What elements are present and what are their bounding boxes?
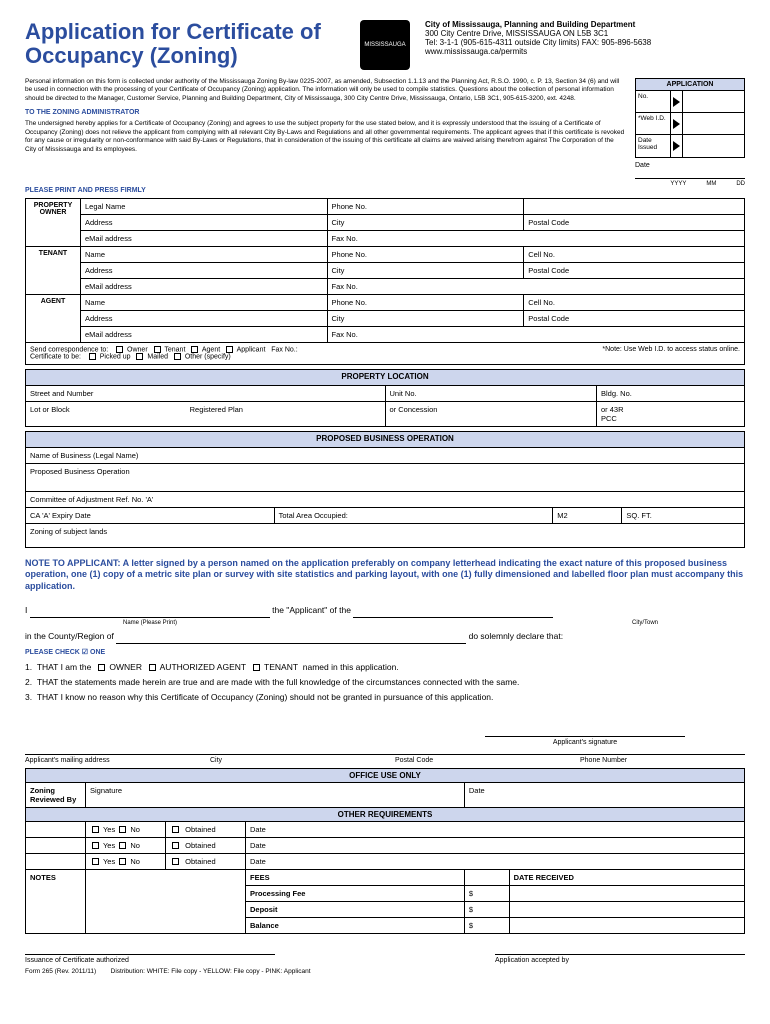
tenant-address-field[interactable]: Address: [81, 263, 328, 279]
tenant-cell-field[interactable]: Cell No.: [524, 247, 745, 263]
note-to-applicant: NOTE TO APPLICANT: A letter signed by a …: [25, 558, 745, 593]
page-title: Application for Certificate of Occupancy…: [25, 20, 345, 68]
declaration-block: I the "Applicant" of the Name (Please Pr…: [25, 603, 745, 706]
tenant-phone-field[interactable]: Phone No.: [327, 247, 524, 263]
deposit-field[interactable]: $: [464, 901, 509, 917]
city-logo: MISSISSAUGA: [360, 20, 410, 70]
deposit-date[interactable]: [509, 901, 744, 917]
date-label: Date: [635, 162, 745, 169]
business-table: PROPOSED BUSINESS OPERATION Name of Busi…: [25, 431, 745, 548]
print-instruction: PLEASE PRINT AND PRESS FIRMLY: [25, 187, 745, 194]
name-input[interactable]: [30, 608, 270, 618]
date-issued-label: Date Issued: [636, 135, 671, 157]
proc-fee-date[interactable]: [509, 885, 744, 901]
req-field-1[interactable]: [26, 821, 86, 837]
header: Application for Certificate of Occupancy…: [25, 20, 745, 70]
agent-name-field[interactable]: Name: [81, 295, 328, 311]
tenant-name-field[interactable]: Name: [81, 247, 328, 263]
agent-fax-field[interactable]: Fax No.: [327, 327, 744, 343]
tenant-postal-field[interactable]: Postal Code: [524, 263, 745, 279]
notes-area[interactable]: [86, 869, 246, 933]
proc-fee-field[interactable]: $: [464, 885, 509, 901]
req-date-1[interactable]: Date: [246, 821, 745, 837]
zoning-sig-field[interactable]: Signature: [86, 782, 465, 807]
tenant-checkbox[interactable]: [253, 664, 260, 671]
to-admin-text: The undersigned hereby applies for a Cer…: [25, 120, 625, 154]
web-id-field[interactable]: [683, 113, 744, 134]
tenant-city-field[interactable]: City: [327, 263, 524, 279]
business-name-field[interactable]: Name of Business (Legal Name): [26, 447, 745, 463]
owner-city-field[interactable]: City: [327, 215, 524, 231]
arrow-icon: [673, 141, 680, 151]
dept-address: City of Mississauga, Planning and Buildi…: [425, 20, 745, 56]
43r-field[interactable]: or 43RPCC: [596, 401, 744, 426]
signature-line[interactable]: Applicant's signature: [485, 736, 685, 746]
notes-field[interactable]: NOTES: [26, 869, 86, 933]
total-area-label: Total Area Occupied:: [274, 507, 553, 523]
mailing-row: Applicant's mailing address City Postal …: [25, 754, 745, 764]
owner-postal-field[interactable]: Postal Code: [524, 215, 745, 231]
arrow-icon: [673, 119, 680, 129]
unit-field[interactable]: Unit No.: [385, 385, 596, 401]
owner-fax-field[interactable]: Fax No.: [327, 231, 744, 247]
agent-cell-field[interactable]: Cell No.: [524, 295, 745, 311]
agent-email-field[interactable]: eMail address: [81, 327, 328, 343]
agent-city-field[interactable]: City: [327, 311, 524, 327]
owner-phone-field[interactable]: Phone No.: [327, 199, 524, 215]
bldg-field[interactable]: Bldg. No.: [596, 385, 744, 401]
sqft-field[interactable]: SQ. FT.: [622, 507, 745, 523]
balance-date[interactable]: [509, 917, 744, 933]
date-issued-field[interactable]: [683, 135, 744, 157]
application-box: APPLICATION No. *Web I.D. Date Issued: [635, 78, 745, 158]
property-location-table: PROPERTY LOCATION Street and NumberUnit …: [25, 369, 745, 427]
balance-field[interactable]: $: [464, 917, 509, 933]
agent-postal-field[interactable]: Postal Code: [524, 311, 745, 327]
application-header: APPLICATION: [636, 79, 744, 91]
m2-field[interactable]: M2: [553, 507, 622, 523]
owner-checkbox[interactable]: [98, 664, 105, 671]
correspondence-row[interactable]: Send correspondence to: Owner Tenant Age…: [26, 343, 745, 365]
county-input[interactable]: [116, 634, 466, 644]
mailing-city-field[interactable]: City: [210, 757, 375, 764]
office-use-table: OFFICE USE ONLY Zoning Reviewed BySignat…: [25, 768, 745, 934]
web-id-label: *Web I.D.: [636, 113, 671, 134]
agent-address-field[interactable]: Address: [81, 311, 328, 327]
req-field-2[interactable]: [26, 837, 86, 853]
tenant-fax-field[interactable]: Fax No.: [327, 279, 744, 295]
lot-field[interactable]: Lot or BlockRegistered Plan: [26, 401, 386, 426]
bottom-sig-row: Issuance of Certificate authorized Appli…: [25, 954, 745, 964]
concession-field[interactable]: or Concession: [385, 401, 596, 426]
contacts-table: PROPERTY OWNER Legal NamePhone No. Addre…: [25, 198, 745, 365]
issuance-sig[interactable]: Issuance of Certificate authorized: [25, 954, 275, 964]
agent-phone-field[interactable]: Phone No.: [327, 295, 524, 311]
app-no-field[interactable]: [683, 91, 744, 112]
app-no-label: No.: [636, 91, 671, 112]
req-date-2[interactable]: Date: [246, 837, 745, 853]
privacy-text: Personal information on this form is col…: [25, 78, 625, 103]
mailing-phone-field[interactable]: Phone Number: [580, 757, 745, 764]
owner-address-field[interactable]: Address: [81, 215, 328, 231]
citytown-input[interactable]: [353, 608, 553, 618]
mailing-address-field[interactable]: Applicant's mailing address: [25, 757, 190, 764]
req-field-3[interactable]: [26, 853, 86, 869]
business-op-field[interactable]: Proposed Business Operation: [26, 463, 745, 491]
ca-expiry-field[interactable]: CA 'A' Expiry Date: [26, 507, 275, 523]
zoning-subject-field[interactable]: Zoning of subject lands: [26, 523, 745, 547]
street-field[interactable]: Street and Number: [26, 385, 386, 401]
arrow-icon: [673, 97, 680, 107]
req-date-3[interactable]: Date: [246, 853, 745, 869]
to-admin-title: TO THE ZONING ADMINISTRATOR: [25, 109, 625, 116]
owner-email-field[interactable]: eMail address: [81, 231, 328, 247]
mailing-postal-field[interactable]: Postal Code: [395, 757, 560, 764]
agent-checkbox[interactable]: [149, 664, 156, 671]
committee-field[interactable]: Committee of Adjustment Ref. No. 'A': [26, 491, 745, 507]
accepted-sig[interactable]: Application accepted by: [495, 954, 745, 964]
owner-name-field[interactable]: Legal Name: [81, 199, 328, 215]
form-footer: Form 265 (Rev. 2011/11) Distribution: WH…: [25, 968, 745, 975]
date-field[interactable]: [635, 169, 745, 179]
zoning-date-field[interactable]: Date: [464, 782, 744, 807]
tenant-email-field[interactable]: eMail address: [81, 279, 328, 295]
